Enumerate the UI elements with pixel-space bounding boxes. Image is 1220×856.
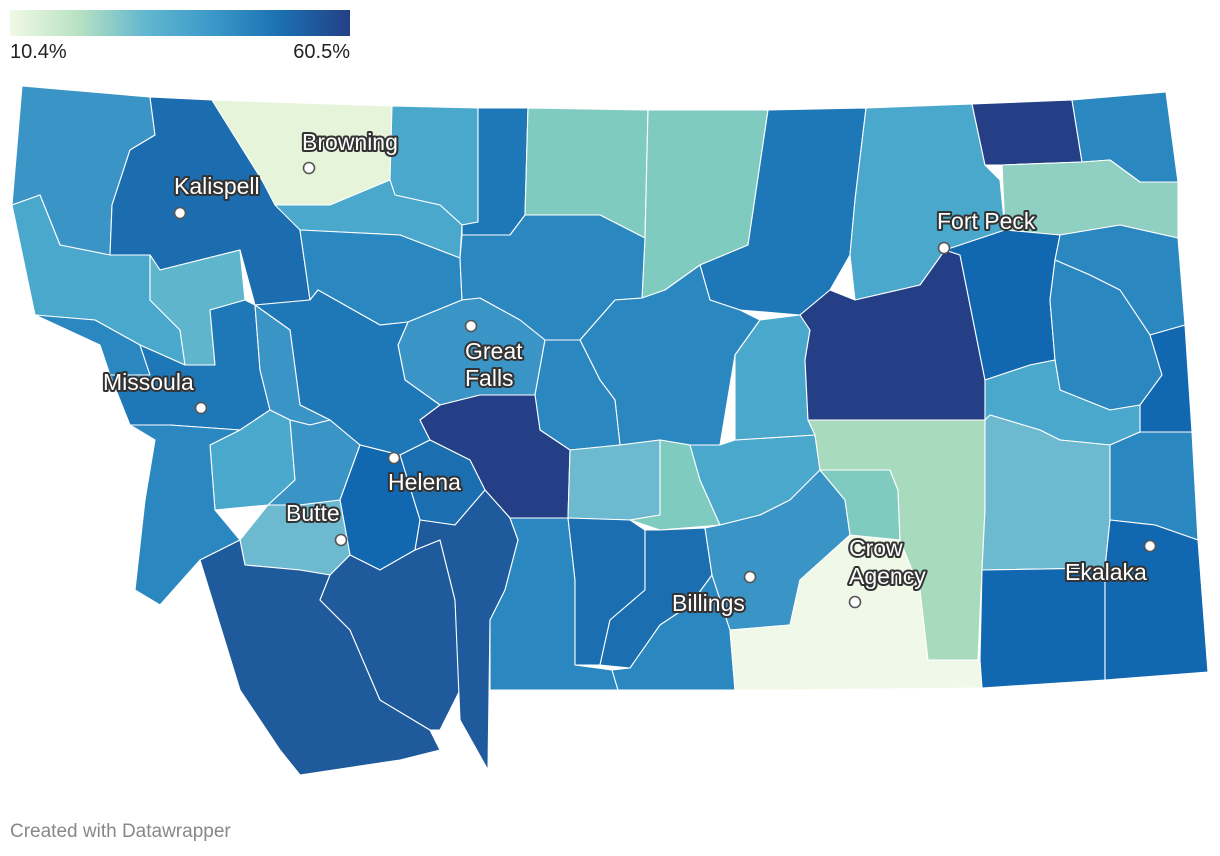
credit-text: Created with Datawrapper — [10, 821, 231, 842]
county-wheatland[interactable] — [567, 439, 661, 521]
city-dot-fort-peck[interactable] — [937, 241, 951, 255]
city-dot-crow-agency[interactable] — [848, 595, 862, 609]
city-label-fort-peck: Fort Peck — [937, 208, 1036, 234]
city-label-ekalaka: Ekalaka — [1065, 559, 1147, 585]
county-carter[interactable] — [1104, 519, 1209, 681]
city-markers: Browning Kalispell Fort Peck Great Falls… — [101, 127, 1157, 618]
city-dot-kalispell[interactable] — [173, 206, 187, 220]
city-label-billings: Billings — [672, 590, 745, 616]
montana-county-map: Browning Kalispell Fort Peck Great Falls… — [11, 85, 1209, 776]
city-label-kalispell: Kalispell — [174, 173, 260, 199]
county-powder-river[interactable] — [979, 567, 1106, 689]
city-dot-missoula[interactable] — [194, 401, 208, 415]
legend-min-label: 10.4% — [10, 41, 67, 63]
city-dot-browning[interactable] — [302, 161, 316, 175]
city-label-great-falls-line2: Falls — [465, 365, 514, 391]
city-label-helena: Helena — [388, 469, 461, 495]
city-label-browning: Browning — [302, 129, 398, 155]
city-label-butte: Butte — [286, 500, 340, 526]
counties — [11, 85, 1209, 776]
city-dot-helena[interactable] — [387, 451, 401, 465]
legend-gradient-bar — [10, 10, 350, 36]
city-dot-great-falls[interactable] — [464, 319, 478, 333]
city-label-crow-agency-line1: Crow — [849, 535, 903, 561]
color-legend: 10.4% 60.5% — [10, 10, 350, 63]
city-label-crow-agency-line2: Agency — [849, 563, 926, 589]
city-dot-ekalaka[interactable] — [1143, 539, 1157, 553]
city-label-missoula: Missoula — [103, 369, 194, 395]
county-daniels[interactable] — [971, 99, 1083, 166]
legend-max-label: 60.5% — [293, 41, 350, 63]
city-dot-billings[interactable] — [743, 570, 757, 584]
city-dot-butte[interactable] — [334, 533, 348, 547]
city-label-great-falls-line1: Great — [465, 338, 523, 364]
